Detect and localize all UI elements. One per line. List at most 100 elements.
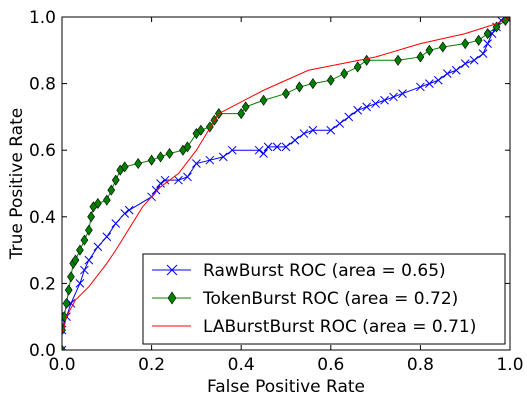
data-point-x xyxy=(398,89,407,98)
data-point-x xyxy=(124,205,134,215)
data-point-x xyxy=(160,175,170,185)
data-point-x xyxy=(281,142,291,152)
data-point-diamond xyxy=(309,78,317,90)
data-point-x xyxy=(272,142,282,152)
legend-box xyxy=(142,253,506,345)
data-point-x xyxy=(80,265,89,275)
y-tick-label: 0.0 xyxy=(29,341,56,361)
series-layer xyxy=(62,17,510,350)
data-point-diamond xyxy=(197,124,205,136)
data-point-x xyxy=(460,59,470,68)
data-point-x xyxy=(483,39,492,48)
data-point-x xyxy=(120,209,130,218)
data-point-diamond xyxy=(425,44,434,56)
data-point-diamond xyxy=(85,224,93,236)
data-point-diamond xyxy=(295,81,304,93)
series-line xyxy=(62,17,510,350)
data-point-x xyxy=(380,95,389,105)
data-point-diamond xyxy=(461,38,470,50)
series-line xyxy=(62,17,510,350)
data-point-x xyxy=(183,172,192,182)
data-point-x xyxy=(433,75,443,85)
data-point-x xyxy=(174,175,183,185)
data-point-diamond xyxy=(80,234,89,246)
data-point-x xyxy=(299,129,309,138)
data-point-x xyxy=(205,155,215,165)
data-point-x xyxy=(344,112,354,122)
x-tick-label: 1.0 xyxy=(496,355,523,375)
data-point-diamond xyxy=(102,194,111,206)
legend-label-laburst: LABurstBurst ROC (area = 0.71) xyxy=(203,317,476,337)
data-point-x xyxy=(478,49,488,58)
data-point-diamond xyxy=(71,254,80,266)
data-point-x xyxy=(425,79,434,88)
data-point-x xyxy=(84,255,94,265)
data-point-diamond xyxy=(111,174,120,186)
data-point-diamond xyxy=(438,41,447,53)
data-point-diamond xyxy=(259,94,268,106)
x-tick-label: 0.6 xyxy=(317,355,344,375)
legend-entry-rawburst: RawBurst ROC (area = 0.65) xyxy=(152,261,446,281)
data-point-diamond xyxy=(62,344,66,350)
data-point-x xyxy=(263,142,273,152)
plot-frame xyxy=(61,16,511,351)
series-1 xyxy=(62,17,510,350)
data-point-diamond xyxy=(76,244,84,256)
legend-marker-diamond-icon xyxy=(167,291,177,305)
y-axis-label: True Positive Rate xyxy=(7,108,27,260)
y-tick-label: 0.6 xyxy=(29,141,56,161)
legend-marker-x-icon xyxy=(166,264,178,276)
data-point-x xyxy=(111,219,121,228)
y-tick-label: 1.0 xyxy=(29,8,56,28)
data-point-diamond xyxy=(93,197,102,210)
data-point-x xyxy=(308,125,318,135)
data-point-diamond xyxy=(416,51,425,63)
data-point-x xyxy=(389,92,398,102)
data-point-diamond xyxy=(165,148,174,160)
y-tick-label: 0.8 xyxy=(29,75,56,95)
legend-entry-laburst: LABurstBurst ROC (area = 0.71) xyxy=(152,317,476,337)
x-tick-label: 0.2 xyxy=(138,355,165,375)
data-point-diamond xyxy=(147,154,156,166)
data-point-diamond xyxy=(483,28,492,40)
y-tick-label: 0.2 xyxy=(29,274,56,294)
legend-label-tokenburst: TokenBurst ROC (area = 0.72) xyxy=(202,289,458,309)
data-point-diamond xyxy=(353,61,362,73)
data-point-diamond xyxy=(64,284,73,296)
data-point-diamond xyxy=(62,324,66,336)
data-point-x xyxy=(259,149,268,158)
data-point-x xyxy=(469,55,479,65)
data-point-x xyxy=(290,135,300,145)
data-point-x xyxy=(442,69,452,78)
data-point-x xyxy=(93,242,103,252)
data-point-x xyxy=(218,152,228,162)
data-point-diamond xyxy=(183,141,192,153)
x-axis-label: False Positive Rate xyxy=(207,377,365,397)
data-point-diamond xyxy=(134,157,143,170)
data-point-x xyxy=(254,145,264,155)
data-point-x xyxy=(416,82,425,92)
data-point-diamond xyxy=(107,184,116,196)
data-point-x xyxy=(371,99,380,108)
data-point-diamond xyxy=(241,101,250,113)
data-point-diamond xyxy=(326,74,335,86)
data-point-x xyxy=(102,232,112,242)
data-point-diamond xyxy=(62,311,69,323)
data-point-x xyxy=(335,119,345,128)
data-point-x xyxy=(75,279,85,288)
data-point-x xyxy=(227,145,237,155)
axis-ticks: 0.0 0.2 0.4 0.6 0.8 1.0 0.0 0.2 0.4 0.6 0.8 1.0 xyxy=(29,8,524,375)
data-point-x xyxy=(326,125,336,135)
data-point-diamond xyxy=(120,161,129,173)
data-point-x xyxy=(156,179,165,188)
data-point-x xyxy=(192,159,201,168)
data-point-x xyxy=(451,65,461,75)
data-point-x xyxy=(62,345,67,350)
legend-entry-tokenburst: TokenBurst ROC (area = 0.72) xyxy=(152,289,458,309)
data-point-diamond xyxy=(156,151,165,163)
data-point-x xyxy=(151,185,161,195)
data-point-diamond xyxy=(282,88,290,100)
data-point-diamond xyxy=(87,211,95,223)
data-point-diamond xyxy=(474,34,483,46)
